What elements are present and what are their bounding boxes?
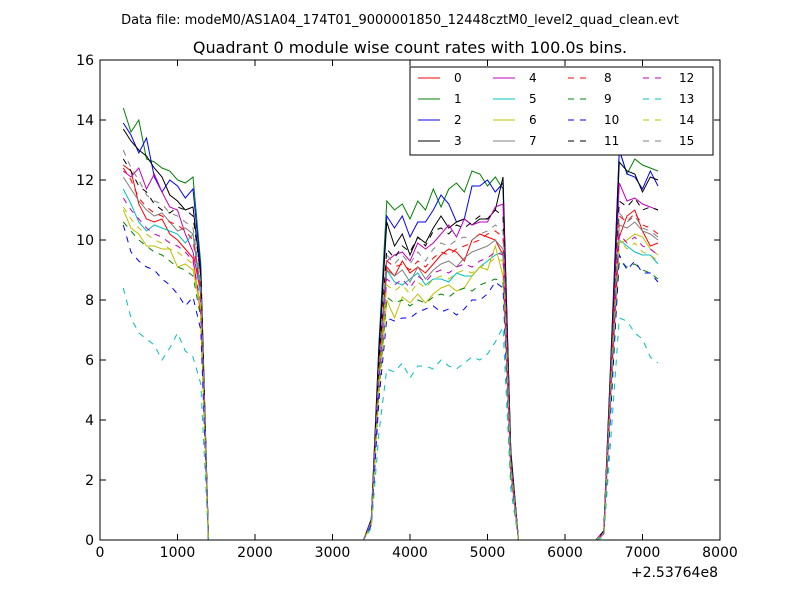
legend-label-12: 12 — [679, 71, 694, 85]
y-tick-label: 14 — [76, 113, 94, 129]
series-line-11 — [122, 158, 659, 540]
series-line-8 — [122, 167, 659, 540]
legend-label-3: 3 — [454, 134, 462, 148]
legend-label-1: 1 — [454, 92, 462, 106]
legend-label-10: 10 — [604, 113, 619, 127]
x-axis: 0 1000 2000 3000 4000 5000 6000 7000 8000 — [96, 60, 738, 561]
legend-frame — [409, 66, 714, 156]
legend-label-4: 4 — [529, 71, 537, 85]
y-tick-label: 4 — [85, 413, 94, 429]
series-line-10 — [122, 224, 659, 540]
chart-title: Quadrant 0 module wise count rates with … — [193, 38, 627, 57]
x-tick-label: 0 — [96, 545, 105, 561]
legend-label-7: 7 — [529, 134, 537, 148]
x-tick-label: 4000 — [392, 545, 428, 561]
x-tick-label: 8000 — [702, 545, 738, 561]
series-line-15 — [122, 149, 659, 540]
series-line-6 — [122, 209, 659, 540]
series-layer — [122, 107, 659, 540]
y-tick-label: 12 — [76, 173, 94, 189]
legend-label-8: 8 — [604, 71, 612, 85]
x-offset-label: +2.53764e8 — [631, 565, 718, 581]
legend-label-9: 9 — [604, 92, 612, 106]
x-tick-label: 1000 — [160, 545, 196, 561]
x-tick-label: 2000 — [237, 545, 273, 561]
x-tick-label: 3000 — [315, 545, 351, 561]
legend-label-0: 0 — [454, 71, 462, 85]
x-tick-label: 7000 — [625, 545, 661, 561]
y-tick-label: 16 — [76, 53, 94, 69]
y-tick-label: 0 — [85, 533, 94, 549]
y-tick-label: 10 — [76, 233, 94, 249]
series-line-3 — [122, 128, 659, 540]
series-line-5 — [122, 188, 659, 540]
x-tick-label: 5000 — [470, 545, 506, 561]
legend-label-5: 5 — [529, 92, 537, 106]
series-line-4 — [122, 167, 659, 540]
series-line-1 — [122, 107, 659, 540]
series-line-9 — [122, 221, 659, 540]
series-line-7 — [122, 176, 659, 540]
series-line-2 — [122, 122, 659, 540]
y-tick-label: 6 — [85, 353, 94, 369]
chart-suptitle: Data file: modeM0/AS1A04_174T01_90000018… — [121, 13, 679, 28]
legend-label-6: 6 — [529, 113, 537, 127]
x-tick-label: 6000 — [547, 545, 583, 561]
series-line-14 — [122, 206, 659, 540]
y-tick-label: 8 — [85, 293, 94, 309]
legend-label-11: 11 — [604, 134, 619, 148]
legend-label-2: 2 — [454, 113, 462, 127]
series-line-13 — [122, 287, 659, 540]
legend-label-13: 13 — [679, 92, 694, 106]
legend-label-14: 14 — [679, 113, 694, 127]
y-tick-label: 2 — [85, 473, 94, 489]
legend-label-15: 15 — [679, 134, 694, 148]
series-line-0 — [122, 164, 659, 540]
